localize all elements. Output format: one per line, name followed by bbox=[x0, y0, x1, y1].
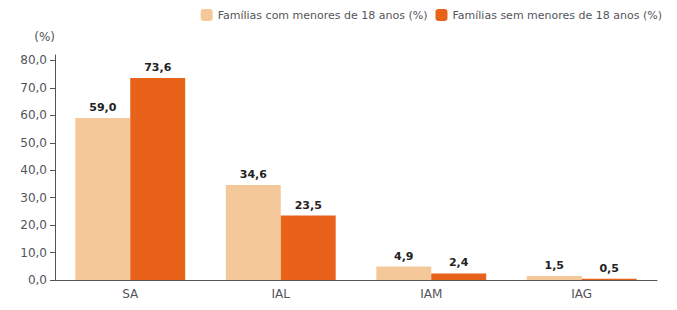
svg-text:60,0: 60,0 bbox=[20, 108, 47, 122]
svg-text:(%): (%) bbox=[34, 30, 55, 44]
svg-text:70,0: 70,0 bbox=[20, 81, 47, 95]
svg-text:30,0: 30,0 bbox=[20, 191, 47, 205]
svg-text:80,0: 80,0 bbox=[20, 53, 47, 67]
svg-text:0,5: 0,5 bbox=[599, 262, 619, 275]
svg-text:50,0: 50,0 bbox=[20, 136, 47, 150]
svg-text:73,6: 73,6 bbox=[144, 61, 171, 74]
svg-text:4,9: 4,9 bbox=[394, 250, 414, 263]
svg-text:IAG: IAG bbox=[571, 287, 592, 301]
svg-text:2,4: 2,4 bbox=[449, 256, 469, 269]
svg-text:59,0: 59,0 bbox=[89, 101, 116, 114]
svg-text:10,0: 10,0 bbox=[20, 246, 47, 260]
svg-text:IAM: IAM bbox=[420, 287, 442, 301]
svg-text:SA: SA bbox=[122, 287, 139, 301]
svg-text:23,5: 23,5 bbox=[295, 199, 322, 212]
svg-text:IAL: IAL bbox=[272, 287, 291, 301]
svg-text:Famílias sem menores de 18 ano: Famílias sem menores de 18 anos (%) bbox=[452, 9, 662, 22]
svg-text:Famílias com menores de 18 ano: Famílias com menores de 18 anos (%) bbox=[218, 9, 428, 22]
svg-text:34,6: 34,6 bbox=[240, 168, 267, 181]
svg-text:1,5: 1,5 bbox=[545, 259, 565, 272]
svg-text:40,0: 40,0 bbox=[20, 163, 47, 177]
svg-text:20,0: 20,0 bbox=[20, 218, 47, 232]
svg-text:0,0: 0,0 bbox=[28, 273, 47, 287]
